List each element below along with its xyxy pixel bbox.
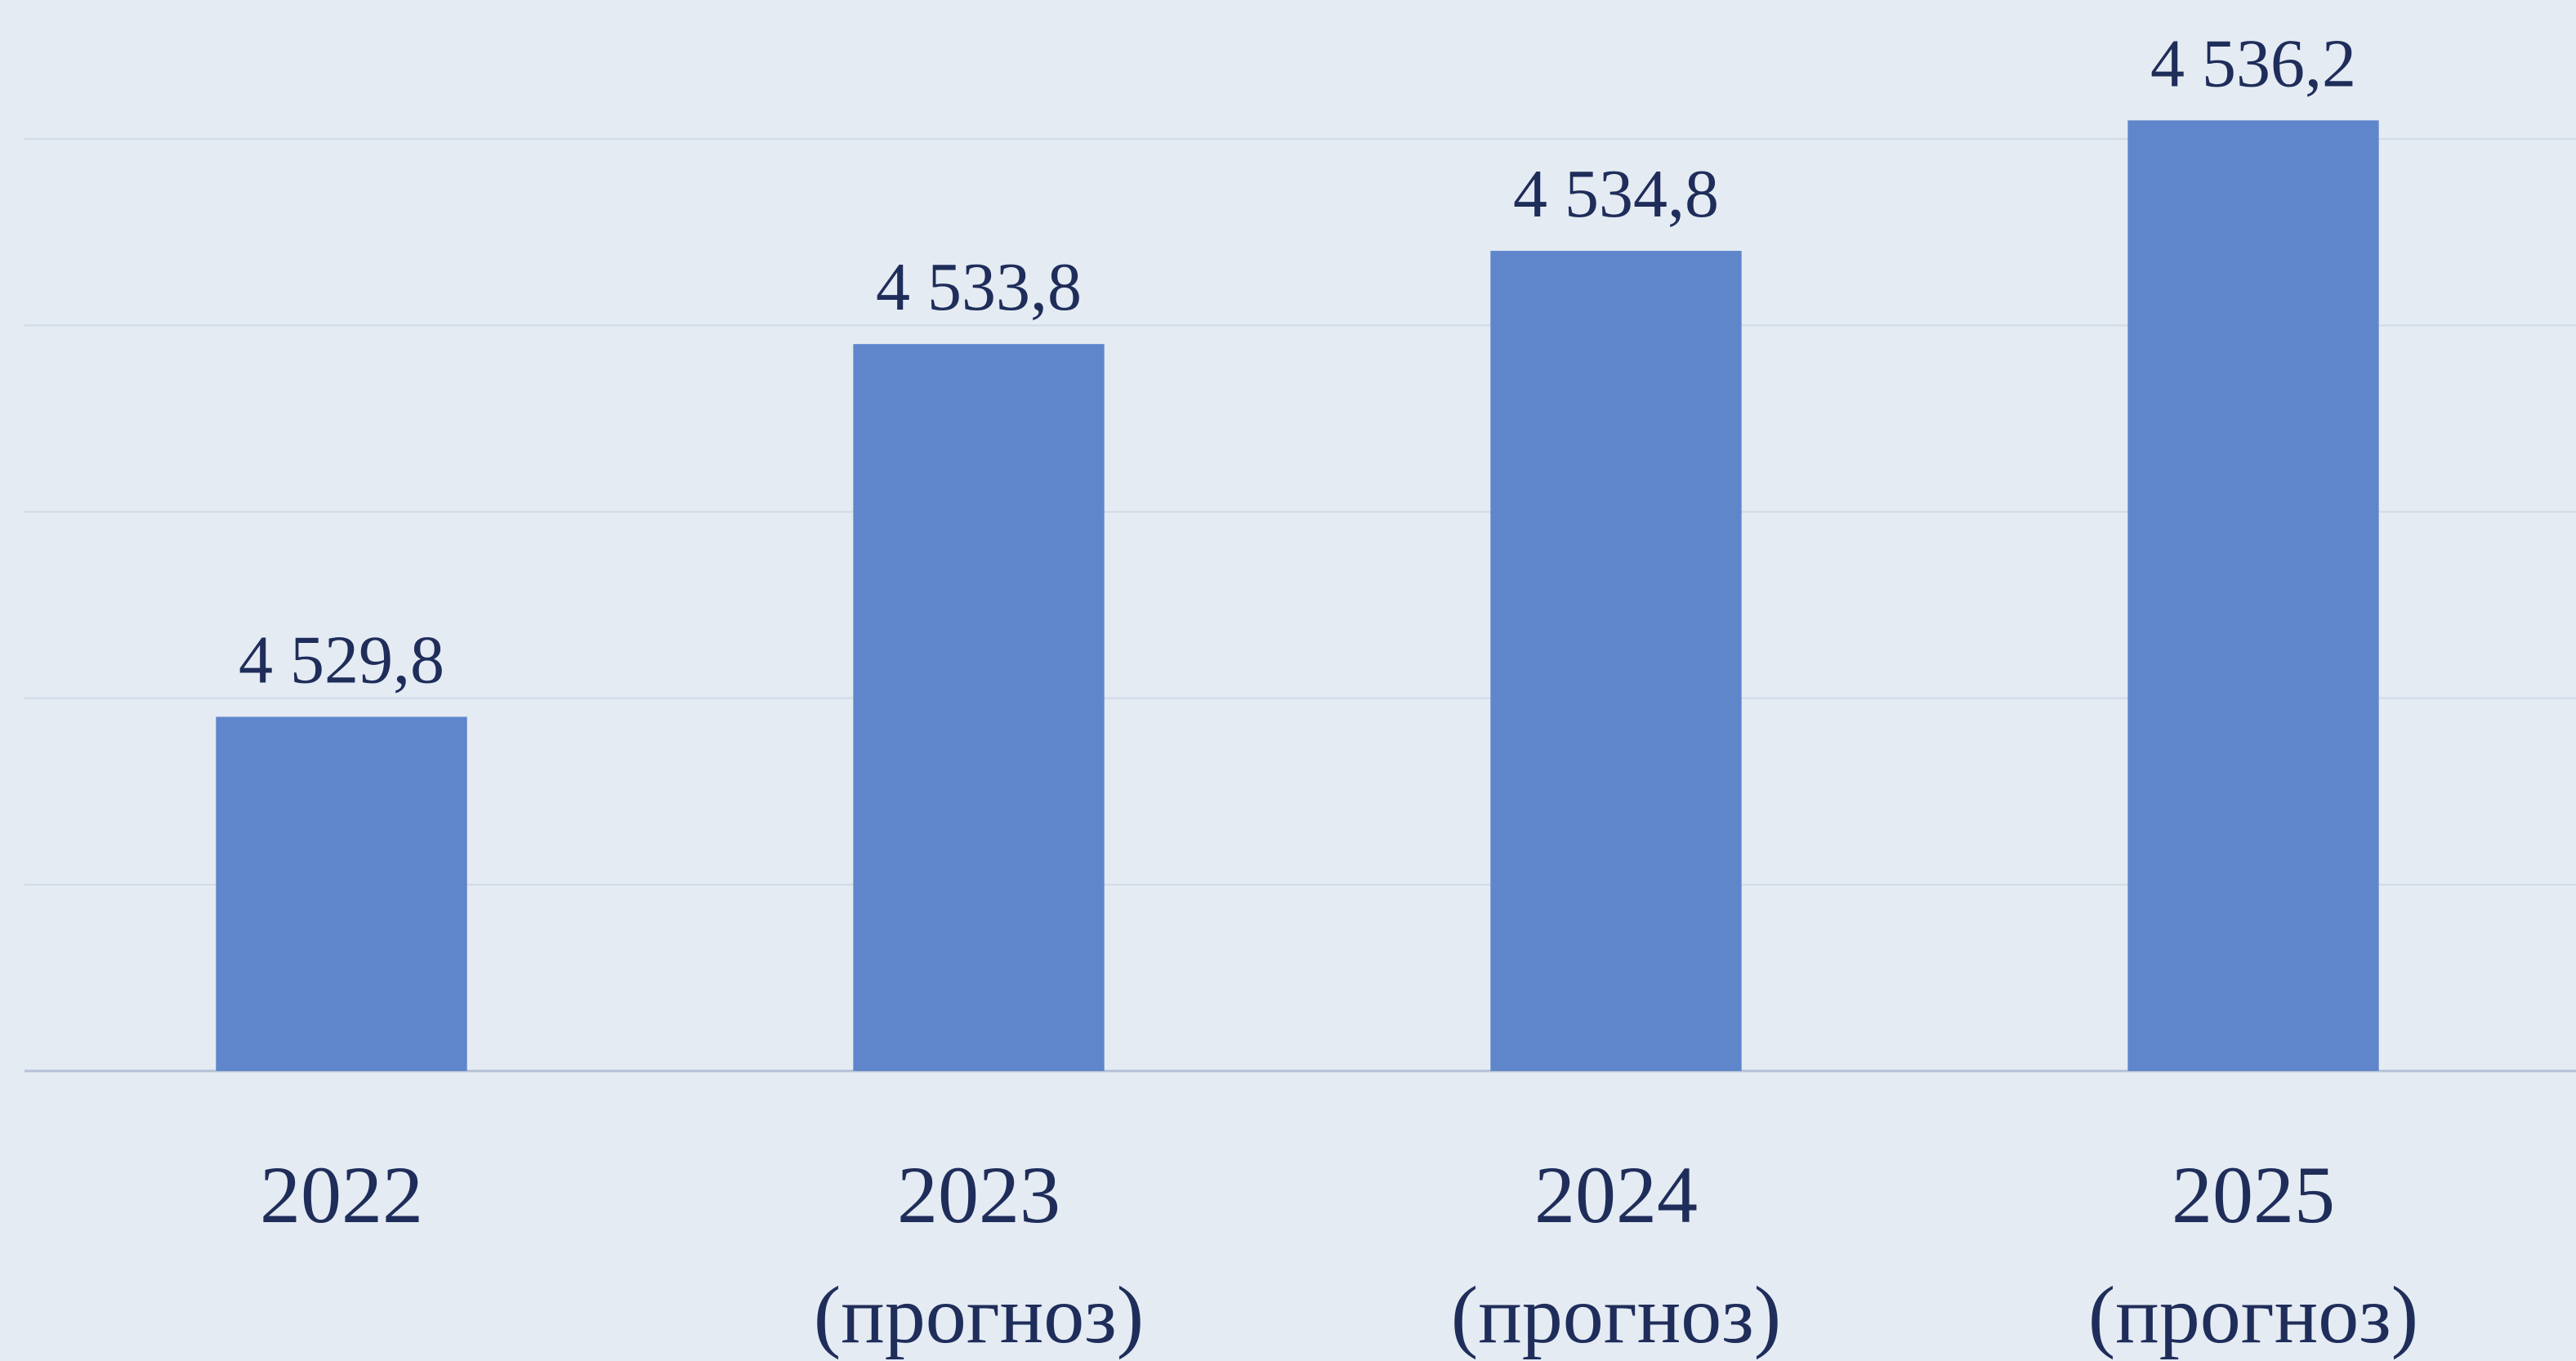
value-label: 4 529,8: [239, 622, 444, 698]
bar: [853, 344, 1105, 1071]
x-tick-label: 2025 (прогноз): [2087, 1149, 2419, 1360]
value-label: 4 533,8: [876, 249, 1082, 325]
x-tick-label: 2023 (прогноз): [813, 1149, 1145, 1360]
bar: [216, 716, 467, 1071]
bar: [2127, 120, 2379, 1072]
x-tick-label: 2022: [260, 1149, 423, 1240]
x-tick-label: 2024 (прогноз): [1450, 1149, 1782, 1360]
value-label: 4 534,8: [1513, 156, 1719, 232]
value-label: 4 536,2: [2150, 25, 2356, 101]
bar: [1490, 251, 1742, 1072]
